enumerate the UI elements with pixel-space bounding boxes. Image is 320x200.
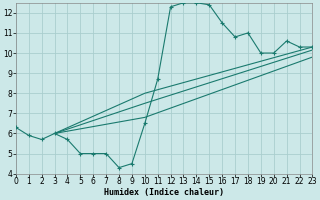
X-axis label: Humidex (Indice chaleur): Humidex (Indice chaleur) [104,188,224,197]
